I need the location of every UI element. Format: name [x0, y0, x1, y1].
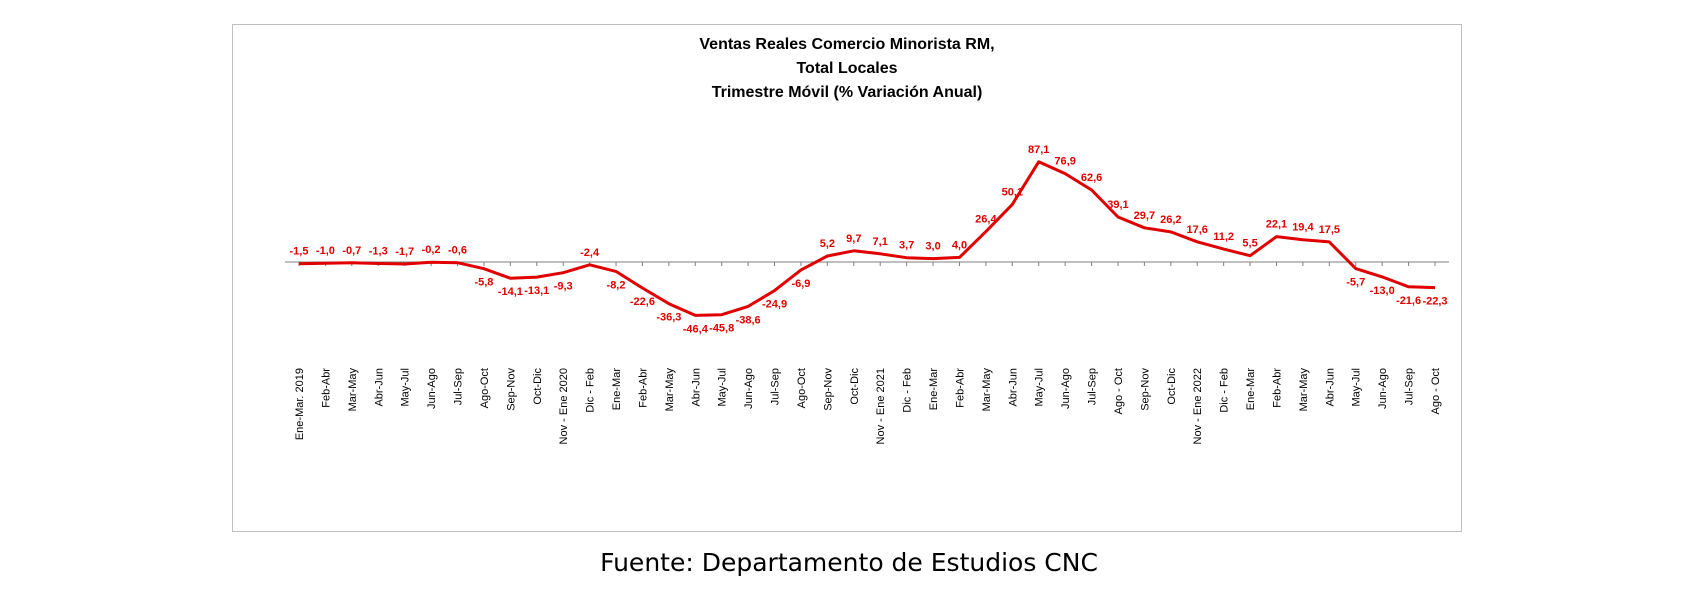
x-tick-label: Oct-Dic	[849, 368, 861, 405]
data-label: -0,6	[448, 245, 467, 257]
line-chart: -1,5 -1,0 -0,7 -1,3 -1,7 -0,2 -0,6-5,8-14,1 -13…	[285, 144, 1449, 444]
x-tick-label: May-Jul	[1351, 368, 1363, 407]
x-tick-label: Feb-Abr	[637, 368, 649, 408]
data-label: -2,4	[580, 247, 600, 259]
x-tick-label: Sep-Nov	[822, 368, 834, 411]
chart-title-line-1: Ventas Reales Comercio Minorista RM,	[699, 36, 995, 53]
data-label: -8,2	[607, 279, 626, 291]
data-label: 17,6	[1187, 224, 1208, 236]
x-tick-label: Jul-Sep	[1404, 368, 1416, 405]
data-label: 50,1	[1002, 186, 1023, 198]
x-tick-label: Nov - Ene 2020	[558, 368, 570, 444]
data-label: -1,5	[290, 246, 309, 258]
data-label: 26,4	[975, 214, 997, 226]
x-tick-label: Ene-Mar	[1245, 368, 1257, 411]
x-tick-label: Sep-Nov	[505, 368, 517, 411]
x-tick-label: Nov - Ene 2021	[875, 368, 887, 444]
data-label: -21,6	[1396, 295, 1421, 307]
x-tick-label: Jun-Ago	[1060, 368, 1072, 409]
x-tick-label: Jun-Ago	[426, 368, 438, 409]
x-tick-label: Abr-Jun	[690, 368, 702, 407]
data-label: -38,6	[736, 314, 761, 326]
chart-title-line-3: Trimestre Móvil (% Variación Anual)	[711, 84, 983, 101]
data-label: -6,9	[791, 278, 810, 290]
data-label: 5,2	[820, 238, 835, 250]
x-tick-label: Oct-Dic	[1166, 368, 1178, 405]
x-tick-label: Ene-Mar	[611, 368, 623, 411]
data-label: -5,7	[1346, 277, 1365, 289]
x-tick-label: Feb-Abr	[954, 368, 966, 408]
data-label: 62,6	[1081, 172, 1102, 184]
x-tick-label: Jun-Ago	[743, 368, 755, 409]
data-label: -9,3	[554, 281, 573, 293]
data-label: -14,1	[498, 286, 523, 298]
data-label: 39,1	[1107, 199, 1128, 211]
x-tick-label: Ene-Mar	[928, 368, 940, 411]
data-label: -5,8	[474, 277, 493, 289]
x-tick-label: Jun-Ago	[1377, 368, 1389, 409]
data-label: 3,0	[925, 241, 940, 253]
x-tick-label: Mar-May	[1298, 368, 1310, 412]
data-label: 11,2	[1213, 231, 1234, 243]
data-label: -22,6	[630, 296, 655, 308]
data-label: -46,4	[683, 323, 709, 335]
x-tick-label: Abr-Jun	[1007, 368, 1019, 407]
data-label: -36,3	[656, 312, 681, 324]
x-tick-label: May-Jul	[1034, 368, 1046, 407]
x-tick-label: Feb-Abr	[320, 368, 332, 408]
series-line	[298, 160, 1436, 317]
data-label: -0,2	[422, 244, 441, 256]
data-label: 7,1	[873, 236, 888, 248]
x-tick-label: May-Jul	[400, 368, 412, 407]
x-tick-label: Jul-Sep	[453, 368, 465, 405]
x-tick-label: Jul-Sep	[1087, 368, 1099, 405]
source-note: Fuente: Departamento de Estudios CNC	[600, 548, 1098, 577]
x-tick-label: Jul-Sep	[770, 368, 782, 405]
data-label: -1,3	[369, 245, 388, 257]
data-label: 3,7	[899, 240, 914, 252]
x-tick-label: Feb-Abr	[1271, 368, 1283, 408]
data-label: 19,4	[1292, 222, 1314, 234]
data-label: 87,1	[1028, 144, 1049, 156]
data-label: 76,9	[1054, 156, 1075, 168]
x-tick-label: Dic - Feb	[1219, 368, 1231, 413]
data-label: 5,5	[1242, 238, 1257, 250]
data-label: 29,7	[1134, 210, 1155, 222]
chart-title-line-2: Total Locales	[796, 60, 898, 77]
x-tick-label: Ene-Mar. 2019	[294, 368, 306, 440]
data-label: -0,7	[342, 245, 361, 257]
x-tick-label: Oct-Dic	[532, 368, 544, 405]
data-label: 9,7	[846, 233, 861, 245]
x-tick-label: Mar-May	[347, 368, 359, 412]
x-tick-label: Sep-Nov	[1139, 368, 1151, 411]
chart-title: Ventas Reales Comercio Minorista RM, Tot…	[233, 33, 1461, 105]
data-label: 4,0	[952, 239, 967, 251]
data-label: 26,2	[1160, 214, 1181, 226]
data-label: -13,0	[1370, 285, 1395, 297]
data-label: -24,9	[762, 299, 787, 311]
data-label: 22,1	[1266, 219, 1287, 231]
data-label: -1,0	[316, 245, 335, 257]
x-tick-label: Abr-Jun	[1324, 368, 1336, 407]
data-label: -1,7	[395, 246, 414, 258]
x-tick-label: Dic - Feb	[902, 368, 914, 413]
x-tick-label: Abr-Jun	[373, 368, 385, 407]
x-tick-label: Dic - Feb	[585, 368, 597, 413]
x-tick-label: Ago - Oct	[1430, 368, 1442, 414]
x-tick-label: Ago-Oct	[796, 368, 808, 408]
x-tick-label: Mar-May	[981, 368, 993, 412]
data-label: -22,3	[1422, 296, 1447, 308]
data-label: -13,1	[524, 285, 549, 297]
chart-frame: Ventas Reales Comercio Minorista RM, Tot…	[232, 24, 1462, 532]
x-tick-label: May-Jul	[717, 368, 729, 407]
x-tick-label: Ago - Oct	[1113, 368, 1125, 414]
x-tick-label: Nov - Ene 2022	[1192, 368, 1204, 444]
x-tick-label: Ago-Oct	[479, 368, 491, 408]
data-label: 17,5	[1319, 224, 1340, 236]
x-tick-label: Mar-May	[664, 368, 676, 412]
data-label: -45,8	[709, 323, 734, 335]
